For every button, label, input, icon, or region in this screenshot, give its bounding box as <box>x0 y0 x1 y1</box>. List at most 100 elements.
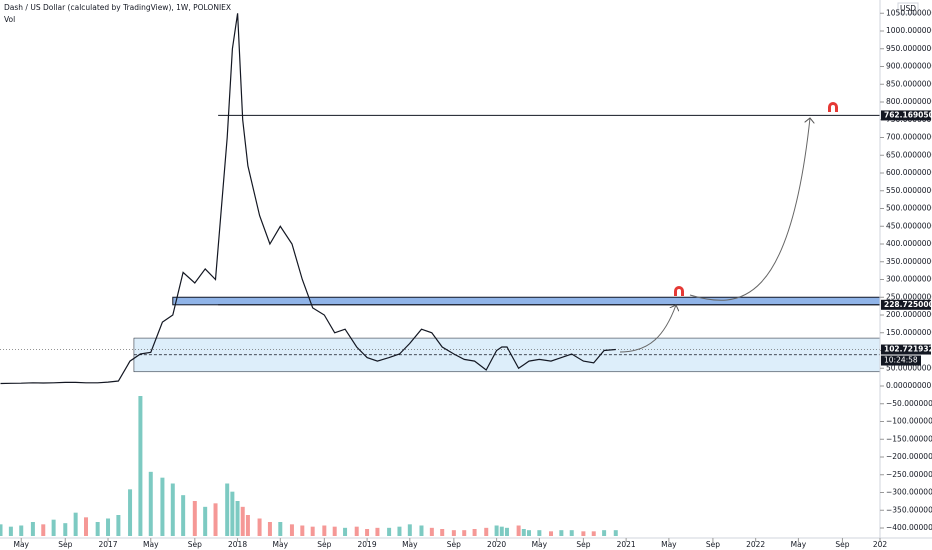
level-tag <box>881 299 931 310</box>
magnet-icon <box>674 286 684 296</box>
volume-bar <box>365 529 370 536</box>
x-tick-label: 2022 <box>746 540 765 549</box>
x-tick-label: Sep <box>576 540 590 549</box>
volume-bar <box>267 522 272 536</box>
y-tick-label: 550.00000000 <box>886 186 932 195</box>
y-tick-label: 400.00000000 <box>886 239 932 248</box>
volume-bar <box>51 519 56 536</box>
volume-bar <box>472 529 477 536</box>
x-tick-label: May <box>143 540 159 549</box>
y-tick-label: 150.00000000 <box>886 328 932 337</box>
volume-bar <box>170 483 175 536</box>
volume-bar <box>30 522 35 536</box>
volume-bar <box>526 530 531 536</box>
y-tick-label: 350.00000000 <box>886 257 932 266</box>
x-tick-label: May <box>532 540 548 549</box>
price-pane <box>0 13 616 385</box>
price-tag <box>881 344 931 355</box>
y-tick-label: 600.00000000 <box>886 168 932 177</box>
volume-bar <box>300 525 305 536</box>
volume-bar <box>213 503 218 536</box>
volume-bar <box>521 529 526 536</box>
volume-bar <box>549 531 554 536</box>
y-tick-label: 500.00000000 <box>886 204 932 213</box>
volume-bar <box>440 529 445 536</box>
y-tick-label: −400.00000000 <box>886 523 932 532</box>
volume-bar <box>128 489 133 536</box>
y-tick-label: −300.00000000 <box>886 488 932 497</box>
volume-bar <box>354 526 359 536</box>
volume-bar <box>225 483 230 536</box>
x-tick-label: 2019 <box>358 540 377 549</box>
y-tick-label: −250.00000000 <box>886 470 932 479</box>
countdown-tag <box>881 355 921 366</box>
volume-bar <box>451 530 456 536</box>
volume-bar <box>8 526 13 536</box>
x-tick-label: Sep <box>317 540 331 549</box>
volume-bar <box>245 515 250 536</box>
volume-bar <box>235 501 240 536</box>
volume-bar <box>484 527 489 536</box>
y-tick-label: 0.00000000 <box>886 381 932 390</box>
y-tick-label: 450.00000000 <box>886 221 932 230</box>
volume-bar <box>19 525 24 536</box>
volume-bar <box>240 506 245 536</box>
magnet-icon <box>828 102 838 112</box>
volume-bar <box>148 471 153 536</box>
volume-bar <box>289 524 294 536</box>
y-tick-label: 1050.00000000 <box>886 8 932 17</box>
volume-bar <box>160 477 165 536</box>
volume-bar <box>116 515 121 536</box>
volume-bar <box>63 523 68 536</box>
zones <box>0 114 880 373</box>
volume-bar <box>310 526 315 536</box>
volume-bar <box>602 530 607 536</box>
volume-bar <box>278 522 283 536</box>
volume-bar <box>332 526 337 536</box>
y-tick-label: 200.00000000 <box>886 310 932 319</box>
volume-bar <box>0 524 3 536</box>
y-tick-label: 700.00000000 <box>886 133 932 142</box>
volume-bar <box>84 517 89 536</box>
level-tag <box>881 110 931 121</box>
volume-bar <box>569 530 574 536</box>
volume-bar <box>429 527 434 536</box>
countdown: 10:24:58 <box>884 356 918 365</box>
x-tick-label: Sep <box>188 540 202 549</box>
last-price-label: 102.72193239 <box>884 345 932 354</box>
y-tick-label: 800.00000000 <box>886 97 932 106</box>
currency-box <box>897 2 919 15</box>
volume-bar <box>613 530 618 536</box>
x-tick-label: 2017 <box>98 540 117 549</box>
volume-bar <box>138 396 143 536</box>
x-tick-label: May <box>791 540 807 549</box>
volume-bar <box>516 525 521 536</box>
x-tick-label: May <box>273 540 289 549</box>
indicator-label: Vol <box>4 15 15 24</box>
volume-bar <box>181 495 186 536</box>
volume-bar <box>95 522 100 536</box>
y-tick-label: 900.00000000 <box>886 62 932 71</box>
x-tick-label: Sep <box>835 540 849 549</box>
volume-bar <box>375 527 380 536</box>
y-tick-label: 850.00000000 <box>886 79 932 88</box>
projection-arrow <box>689 118 810 301</box>
projection-arrow <box>619 305 676 353</box>
level-label: 762.16905000 <box>884 110 932 119</box>
volume-bar <box>73 512 78 536</box>
y-tick-label: −200.00000000 <box>886 452 932 461</box>
volume-bar <box>192 501 197 536</box>
volume-bar <box>203 506 208 536</box>
volume-bar <box>419 525 424 536</box>
x-tick-label: Sep <box>706 540 720 549</box>
x-tick-label: 2020 <box>487 540 506 549</box>
currency: USD <box>900 4 916 13</box>
volume-bar <box>494 525 499 536</box>
price-line <box>0 13 616 385</box>
volume-pane <box>0 396 618 536</box>
volume-bar <box>230 491 235 536</box>
volume-bar <box>559 530 564 536</box>
axes: 1050.00000000 1000.00000000 950.00000000 90… <box>13 8 932 549</box>
x-tick-label: 2021 <box>617 540 636 549</box>
zone <box>172 296 880 306</box>
